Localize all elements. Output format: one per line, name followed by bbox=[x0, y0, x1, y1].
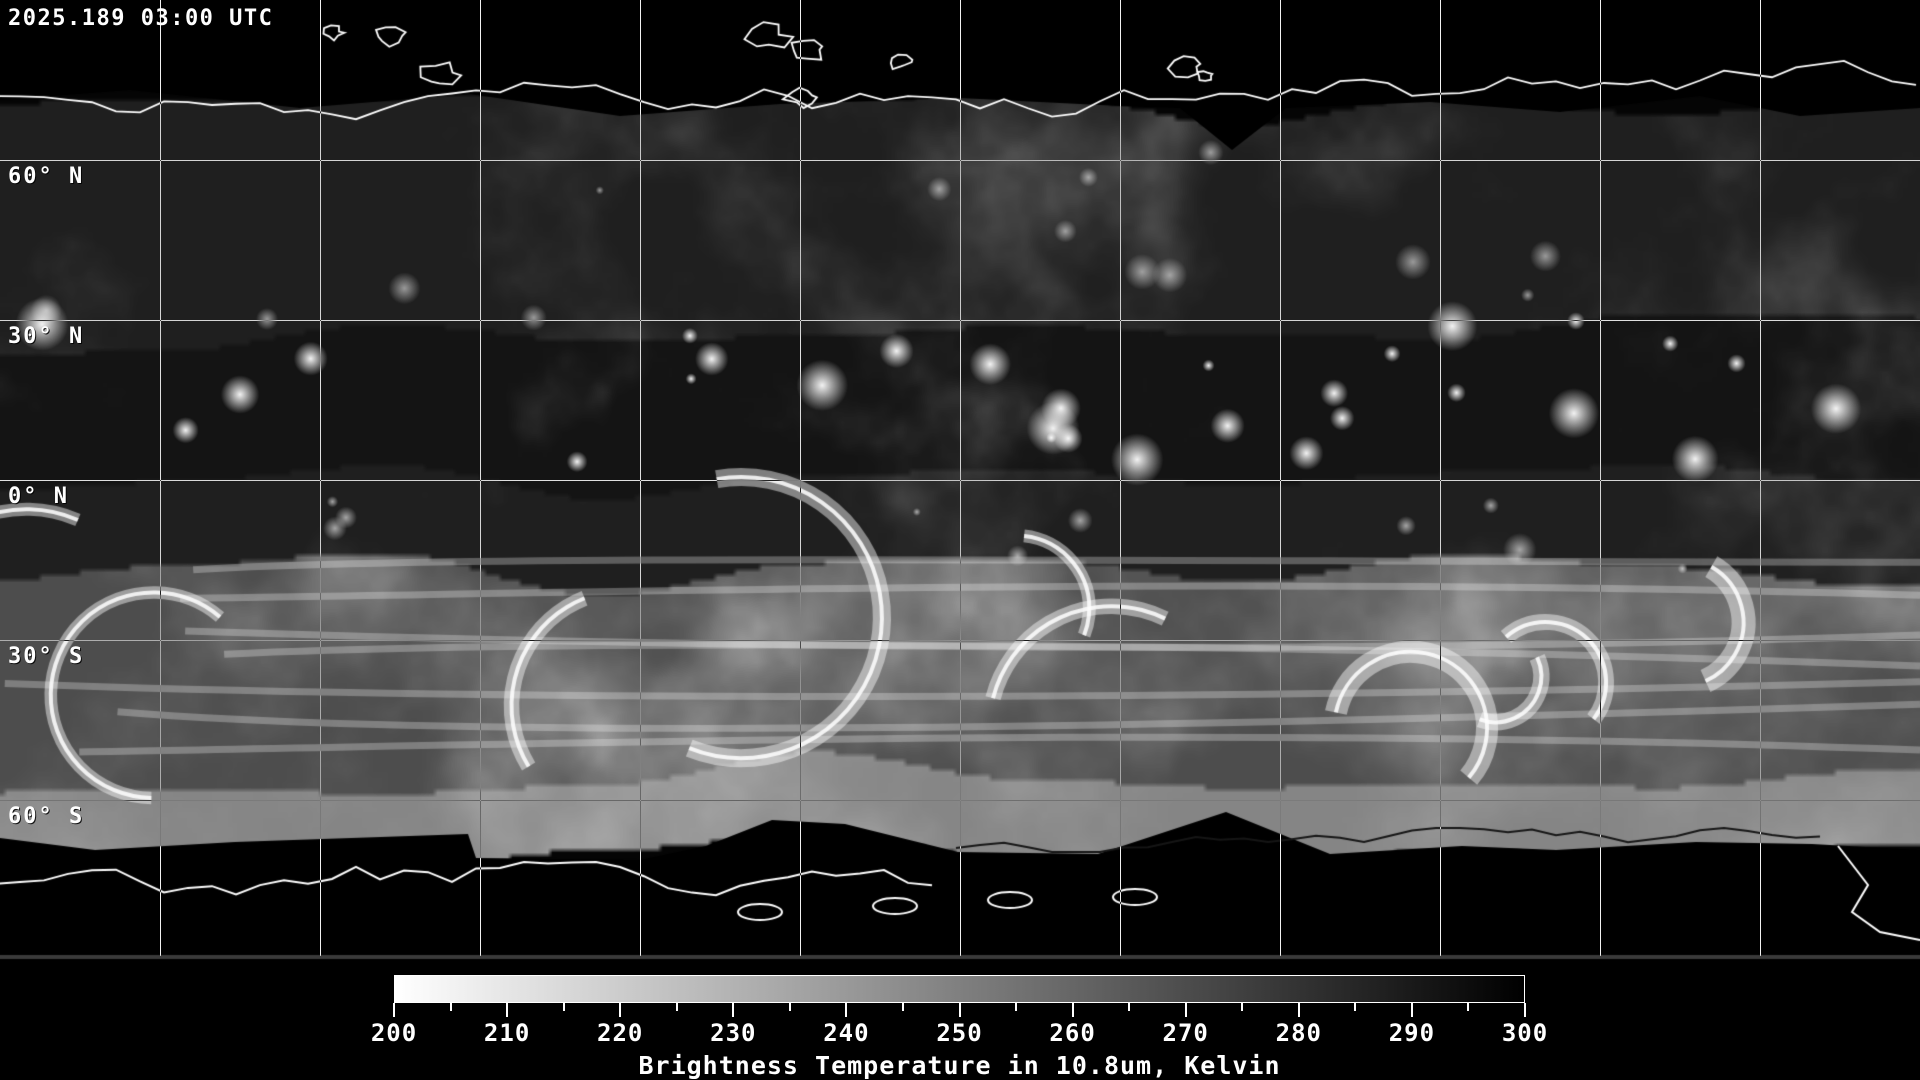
colorbar-tick bbox=[1184, 1003, 1187, 1017]
colorbar-tick bbox=[675, 1003, 678, 1011]
colorbar-tick bbox=[1015, 1003, 1018, 1011]
colorbar-tick bbox=[732, 1003, 735, 1017]
colorbar-tick-label: 300 bbox=[1501, 1019, 1549, 1047]
colorbar-tick-label: 270 bbox=[1162, 1019, 1209, 1047]
colorbar-tick bbox=[958, 1003, 961, 1017]
colorbar-tick bbox=[1354, 1003, 1357, 1011]
colorbar-tick bbox=[562, 1003, 565, 1011]
colorbar-tick bbox=[845, 1003, 848, 1017]
colorbar-tick-label: 260 bbox=[1049, 1019, 1096, 1047]
colorbar-tick bbox=[1410, 1003, 1413, 1017]
colorbar-tick bbox=[619, 1003, 622, 1017]
colorbar-gradient bbox=[394, 975, 1525, 1003]
colorbar-ticks bbox=[393, 1003, 1526, 1019]
colorbar-tick-label: 210 bbox=[483, 1019, 531, 1047]
colorbar-tick-label: 240 bbox=[823, 1019, 870, 1047]
colorbar-tick bbox=[506, 1003, 509, 1017]
colorbar-legend: 200 210 220 230 240 250 260 270 280 290 300 Bright… bbox=[0, 960, 1920, 1080]
colorbar-tick bbox=[1297, 1003, 1300, 1017]
colorbar-tick bbox=[1241, 1003, 1244, 1011]
colorbar-tick bbox=[449, 1003, 452, 1011]
colorbar-tick bbox=[901, 1003, 904, 1011]
timestamp: 2025.189 03:00 UTC bbox=[8, 6, 274, 31]
colorbar-tick bbox=[788, 1003, 791, 1011]
colorbar-tick-labels: 200 210 220 230 240 250 260 270 280 290 300 bbox=[371, 1019, 1547, 1047]
colorbar-tick bbox=[1128, 1003, 1131, 1011]
colorbar-tick bbox=[393, 1003, 395, 1017]
colorbar-tick-label: 230 bbox=[710, 1019, 757, 1047]
colorbar-tick-label: 290 bbox=[1388, 1019, 1436, 1047]
colorbar-tick-label: 200 bbox=[370, 1019, 418, 1047]
colorbar-title: Brightness Temperature in 10.8um, Kelvin bbox=[638, 1051, 1281, 1080]
colorbar: 200 210 220 230 240 250 260 270 280 290 300 Bright… bbox=[371, 975, 1547, 1080]
colorbar-tick bbox=[1071, 1003, 1074, 1017]
satellite-map: 60° N 30° N 0° N 30° S 60° S 2025.189 03:00 … bbox=[0, 0, 1920, 960]
colorbar-tick bbox=[1467, 1003, 1470, 1011]
colorbar-tick-label: 220 bbox=[597, 1019, 644, 1047]
colorbar-tick-label: 250 bbox=[936, 1019, 983, 1047]
imagery-canvas bbox=[0, 0, 1920, 960]
colorbar-tick bbox=[1524, 1003, 1526, 1017]
colorbar-tick-label: 280 bbox=[1275, 1019, 1322, 1047]
